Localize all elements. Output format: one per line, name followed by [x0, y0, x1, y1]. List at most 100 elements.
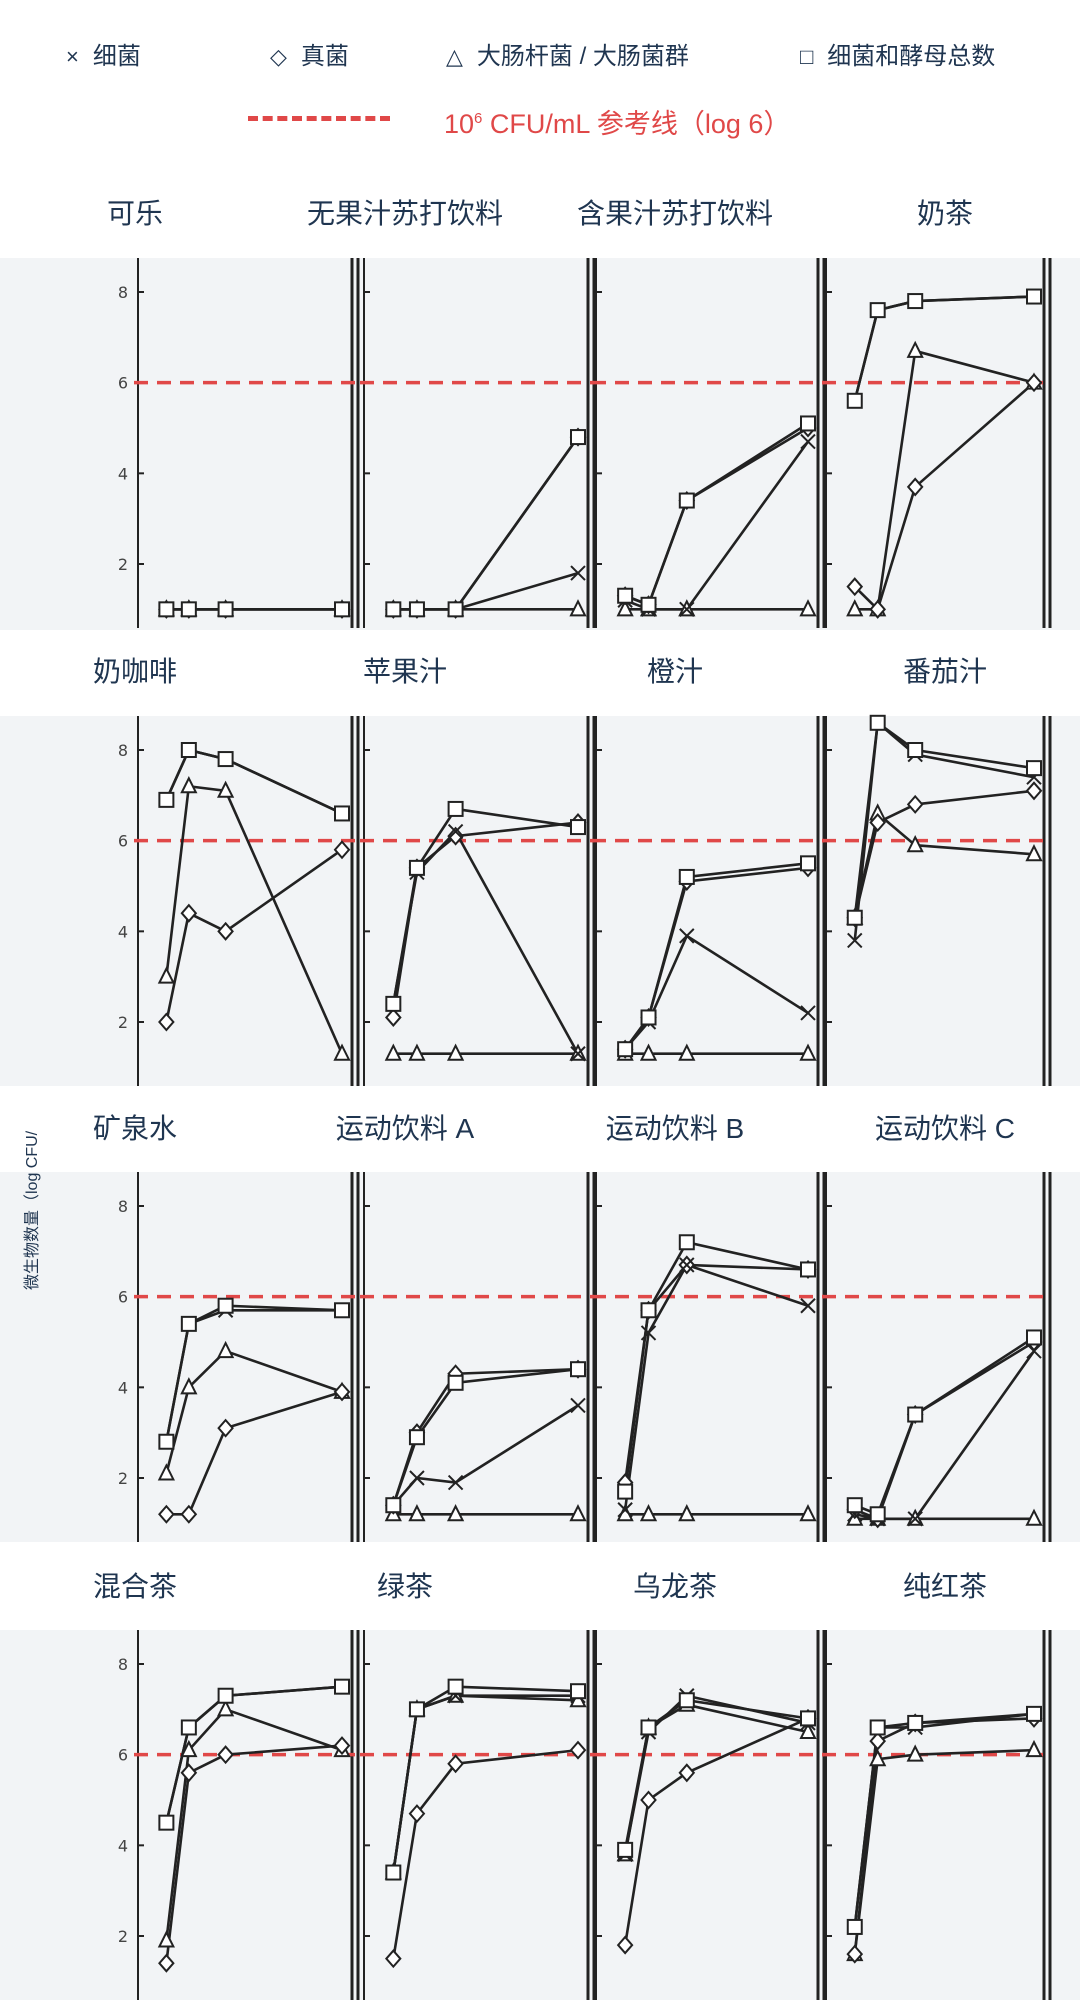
legend-ecoli: △ 大肠杆菌 / 大肠菌群 [446, 36, 689, 71]
panel-7-total-point-4 [800, 855, 816, 872]
panel-16-total-line [853, 1712, 1035, 1928]
panel-13-ytick-label-6: 6 [118, 1746, 128, 1765]
panel-6-total-point-3 [447, 800, 464, 817]
panel-15-ecoli-point-4 [799, 1721, 817, 1739]
legend-total: □ 细菌和酵母总数 [800, 36, 995, 71]
panel-8-ecoli-point-4 [1025, 844, 1043, 862]
panel-8-fungi-point-2 [869, 813, 887, 833]
panel-13-ecoli-point-3 [216, 1699, 235, 1717]
panel-6-bacteria-point-4 [570, 1046, 586, 1062]
panel-9-fungi-point-3 [217, 1418, 234, 1438]
panel-16-ecoli-point-4 [1025, 1739, 1043, 1758]
panel-5-total-point-3 [217, 751, 234, 768]
panel-16-ecoli-point-2 [869, 1748, 887, 1767]
panel-5-fungi-line [165, 848, 343, 1023]
panel-title-5: 奶咖啡 [92, 656, 177, 687]
panel-8-total-point-1 [846, 909, 863, 926]
panel-1-total-point-2 [180, 601, 197, 618]
panel-7-ecoli-point-2 [639, 1043, 658, 1061]
panel-14-fungi-point-3 [447, 1754, 464, 1774]
panel-7-bacteria-point-3 [679, 928, 695, 944]
panel-10-total-point-3 [447, 1374, 464, 1391]
panel-2-total-point-4 [570, 429, 586, 446]
panel-5-total-point-4 [334, 805, 350, 822]
panel-4-total-point-4 [1026, 288, 1042, 305]
panel-9-total-point-3 [217, 1297, 234, 1314]
panel-title-3: 含果汁苏打饮料 [576, 198, 773, 229]
panel-4-fungi-line [853, 381, 1035, 612]
panel-6-total-point-4 [570, 819, 586, 836]
panel-4-ecoli-point-1 [846, 599, 864, 617]
panel-4-ecoli-point-3 [906, 340, 924, 358]
panel-11-ecoli-point-3 [678, 1504, 696, 1522]
panel-5-ytick-label-6: 6 [118, 832, 128, 851]
panel-11-total-point-1 [617, 1483, 634, 1500]
panel-9-ytick-label-2: 2 [118, 1469, 128, 1488]
panel-5-ytick-label-4: 4 [118, 922, 128, 941]
panel-4-fungi-point-1 [846, 577, 864, 597]
panel-7-bacteria-point-4 [800, 1005, 816, 1021]
panel-13-total-point-3 [217, 1687, 234, 1704]
panel-14-fungi-point-4 [569, 1740, 587, 1760]
legend-total-marker: □ [800, 44, 814, 69]
panel-13-total-line [165, 1685, 343, 1823]
panel-9-ecoli-line [165, 1349, 343, 1474]
panel-6-total-line [392, 807, 579, 1005]
panel-5-ecoli-point-2 [180, 776, 198, 794]
panel-14-ecoli-line [392, 1694, 579, 1873]
panel-13-ecoli-point-2 [180, 1739, 198, 1758]
legend-reference-line [248, 116, 390, 121]
panel-15-fungi-point-3 [678, 1763, 696, 1783]
panel-3-ecoli-point-1 [616, 599, 634, 617]
panel-8-ecoli-line [853, 811, 1035, 919]
panel-10-bacteria-point-4 [570, 1397, 586, 1414]
panel-12-ecoli-point-4 [1025, 1508, 1043, 1526]
panel-14-bacteria-line [392, 1694, 578, 1873]
panel-3-total-point-1 [617, 587, 634, 604]
panel-8-fungi-point-3 [906, 794, 924, 814]
legend-ecoli-label: 大肠杆菌 / 大肠菌群 [476, 43, 689, 70]
panel-6-bacteria-point-3 [447, 823, 464, 840]
panel-14-fungi-point-1 [384, 1949, 402, 1969]
panel-10-ecoli-point-4 [569, 1504, 587, 1522]
panel-2-fungi-line [393, 436, 580, 611]
panel-6-total-point-1 [385, 995, 402, 1012]
panel-8-fungi-line [853, 789, 1035, 919]
panel-8-ecoli-point-3 [906, 834, 924, 853]
panel-4-total-point-1 [846, 392, 863, 409]
panel-9-fungi-point-4 [333, 1382, 351, 1402]
panel-12-fungi-line [854, 1340, 1035, 1521]
panel-2-total-point-2 [408, 601, 425, 618]
panel-10-total-point-2 [408, 1429, 425, 1446]
panel-15-fungi-point-1 [616, 1935, 634, 1955]
panel-15-total-point-2 [640, 1719, 657, 1736]
panel-3-bacteria-point-4 [800, 433, 816, 450]
panel-13-ytick-label-8: 8 [118, 1655, 128, 1674]
panel-2-total-point-1 [385, 601, 402, 618]
panel-12-total-point-1 [846, 1497, 863, 1514]
panel-11-ecoli-point-2 [639, 1504, 658, 1522]
panel-6-fungi-point-1 [384, 1007, 402, 1027]
panel-band-1 [0, 258, 1080, 630]
panel-13-fungi-line [165, 1744, 343, 1964]
panel-5-fungi-point-3 [217, 921, 234, 941]
panel-7-bacteria-line [624, 933, 809, 1051]
panel-7-ecoli-point-3 [678, 1043, 696, 1061]
legend-fungi-marker: ◇ [270, 44, 287, 69]
panel-9-total-point-4 [334, 1302, 350, 1319]
panel-16-total-point-4 [1026, 1705, 1042, 1722]
panel-6-total-point-2 [408, 859, 425, 876]
panel-5-ecoli-point-4 [333, 1043, 351, 1061]
panel-title-7: 橙汁 [646, 656, 703, 687]
panel-2-ecoli-point-4 [569, 599, 587, 617]
panel-16-total-point-1 [846, 1918, 863, 1935]
panel-11-bacteria-line [623, 1263, 809, 1510]
panel-12-total-line [854, 1336, 1035, 1516]
panel-5-bacteria-line [165, 748, 343, 815]
panel-5-fungi-point-4 [333, 840, 351, 860]
panel-16-fungi-point-2 [869, 1731, 887, 1751]
panel-13-ecoli-point-1 [157, 1930, 175, 1948]
panel-16-ecoli-line [853, 1748, 1035, 1955]
panel-12-bacteria-point-4 [1026, 1343, 1042, 1359]
panel-7-total-point-1 [617, 1041, 634, 1058]
